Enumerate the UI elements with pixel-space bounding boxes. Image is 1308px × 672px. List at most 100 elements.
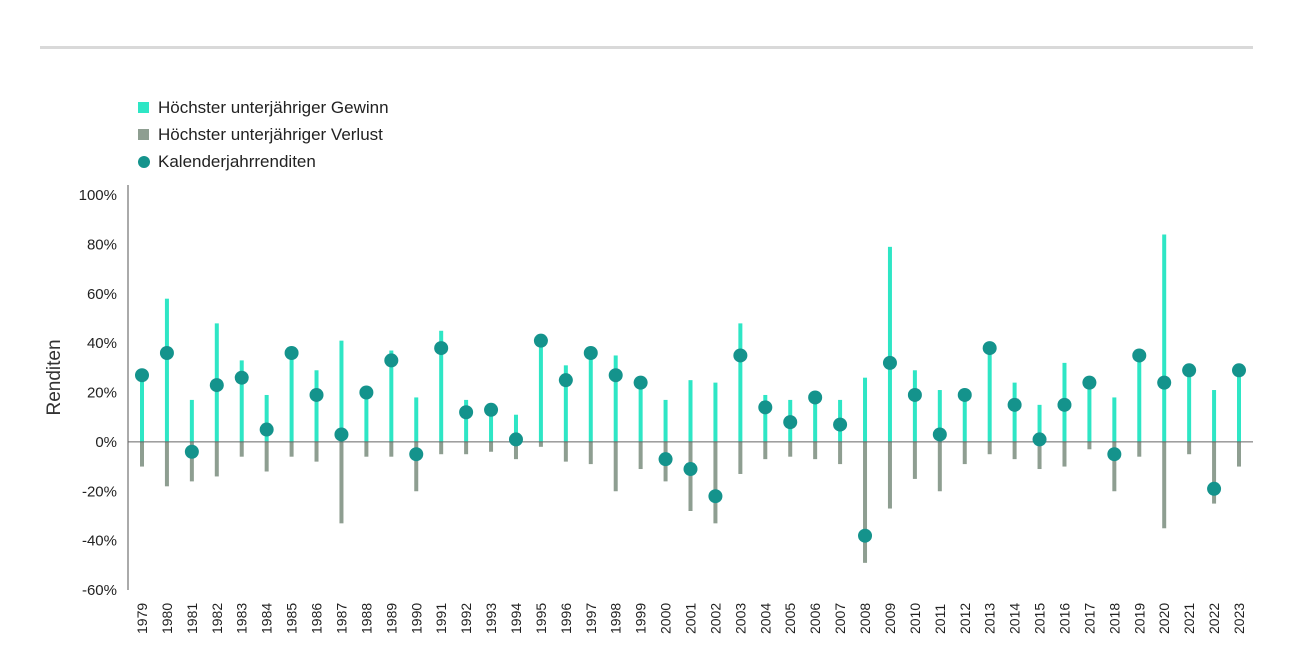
gain-bar [289,353,294,442]
loss-bar [788,441,793,457]
annual-return-dot [359,385,374,400]
loss-bar [613,441,618,492]
annual-return-dot [982,341,997,356]
loss-bar [912,441,917,479]
annual-return-dot [932,427,947,442]
y-tick-label: -40% [82,533,117,550]
loss-bar [389,441,394,457]
annual-return-dot [882,355,897,370]
annual-return-dot [1107,447,1122,462]
gain-bar [1087,382,1092,442]
loss-bar [863,441,868,563]
annual-return-dot [1082,375,1097,390]
loss-bar [464,441,469,455]
annual-return-dot [334,427,349,442]
annual-return-dot [1057,397,1072,412]
loss-bar [414,441,419,492]
loss-bar [489,441,494,452]
x-tick-label: 2022 [1206,603,1222,634]
annual-return-dot [459,405,474,420]
legend-label-annual: Kalenderjahrrenditen [158,151,316,171]
annual-return-dot [184,444,199,459]
annual-return-dot [533,333,548,348]
loss-bar [439,441,444,455]
x-tick-label: 2021 [1181,603,1197,634]
loss-bar [838,441,843,465]
gain-bar [937,390,942,442]
loss-bar [738,441,743,474]
gain-bar [1212,390,1217,442]
gain-bar [414,397,419,442]
gain-bar [987,345,992,442]
loss-bar [688,441,693,511]
y-tick-label: -20% [82,483,117,500]
annual-return-dot [907,387,922,402]
x-tick-label: 2010 [907,603,923,634]
annual-return-dot [758,400,773,415]
gain-bar [1012,382,1017,442]
gain-bar [912,370,917,442]
legend-label-gain: Höchster unterjähriger Gewinn [158,97,389,117]
loss-bar [164,441,169,487]
y-tick-label: -60% [82,582,117,599]
y-tick-label: 80% [87,236,117,253]
annual-return-dot [309,387,324,402]
x-tick-label: 1987 [333,603,349,634]
gain-bar [663,399,668,442]
loss-bar [189,441,194,482]
annual-return-dot [1207,481,1222,496]
loss-bar [1112,441,1117,492]
gain-bar [813,394,818,442]
x-tick-label: 2012 [957,603,973,634]
annual-return-dot [508,432,523,447]
x-tick-label: 2016 [1056,603,1072,634]
annual-return-dot [833,417,848,432]
loss-bar [1012,441,1017,460]
x-tick-label: 2006 [807,603,823,634]
gain-bar [613,355,618,442]
x-tick-label: 2015 [1032,603,1048,634]
annual-return-dot [259,422,274,437]
annual-return-dot [135,368,149,383]
annual-return-dot [583,346,598,360]
annual-return-dot [1182,363,1197,378]
loss-bar [214,441,219,477]
annual-return-dot [733,348,748,363]
x-tick-label: 1985 [284,603,300,634]
legend-item-loss: Höchster unterjähriger Verlust [138,121,389,148]
x-tick-label: 1996 [558,603,574,634]
gain-bar [489,409,494,442]
x-tick-label: 1989 [383,603,399,634]
gain-bar [738,323,743,442]
loss-bar [713,441,718,524]
legend-swatch-gain [138,102,149,113]
annual-return-dot [808,390,823,405]
loss-bar [1237,441,1241,467]
x-tick-label: 1983 [234,603,250,634]
x-tick-label: 1981 [184,603,200,634]
gain-bar [314,370,319,442]
gain-bar [962,392,967,442]
annual-return-dot [558,373,573,388]
loss-bar [513,441,518,460]
loss-bar [239,441,244,457]
x-tick-label: 1980 [159,603,175,634]
legend-swatch-loss [138,129,149,140]
x-tick-label: 2004 [757,603,773,634]
gain-bar [588,353,593,442]
gain-bar [713,382,718,442]
gain-bar [1112,397,1117,442]
gain-bar [1187,370,1192,442]
gain-bar [364,390,369,442]
loss-bar [638,441,643,470]
loss-bar [314,441,319,462]
legend-item-gain: Höchster unterjähriger Gewinn [138,94,389,121]
x-tick-label: 1994 [508,603,524,634]
y-axis-title: Renditen [44,339,65,415]
x-tick-label: 2005 [782,603,798,634]
annual-return-dot [633,375,648,390]
gain-bar [339,340,344,442]
annual-return-dot [434,341,449,356]
annual-return-dot [234,370,249,385]
x-tick-label: 1993 [483,603,499,634]
